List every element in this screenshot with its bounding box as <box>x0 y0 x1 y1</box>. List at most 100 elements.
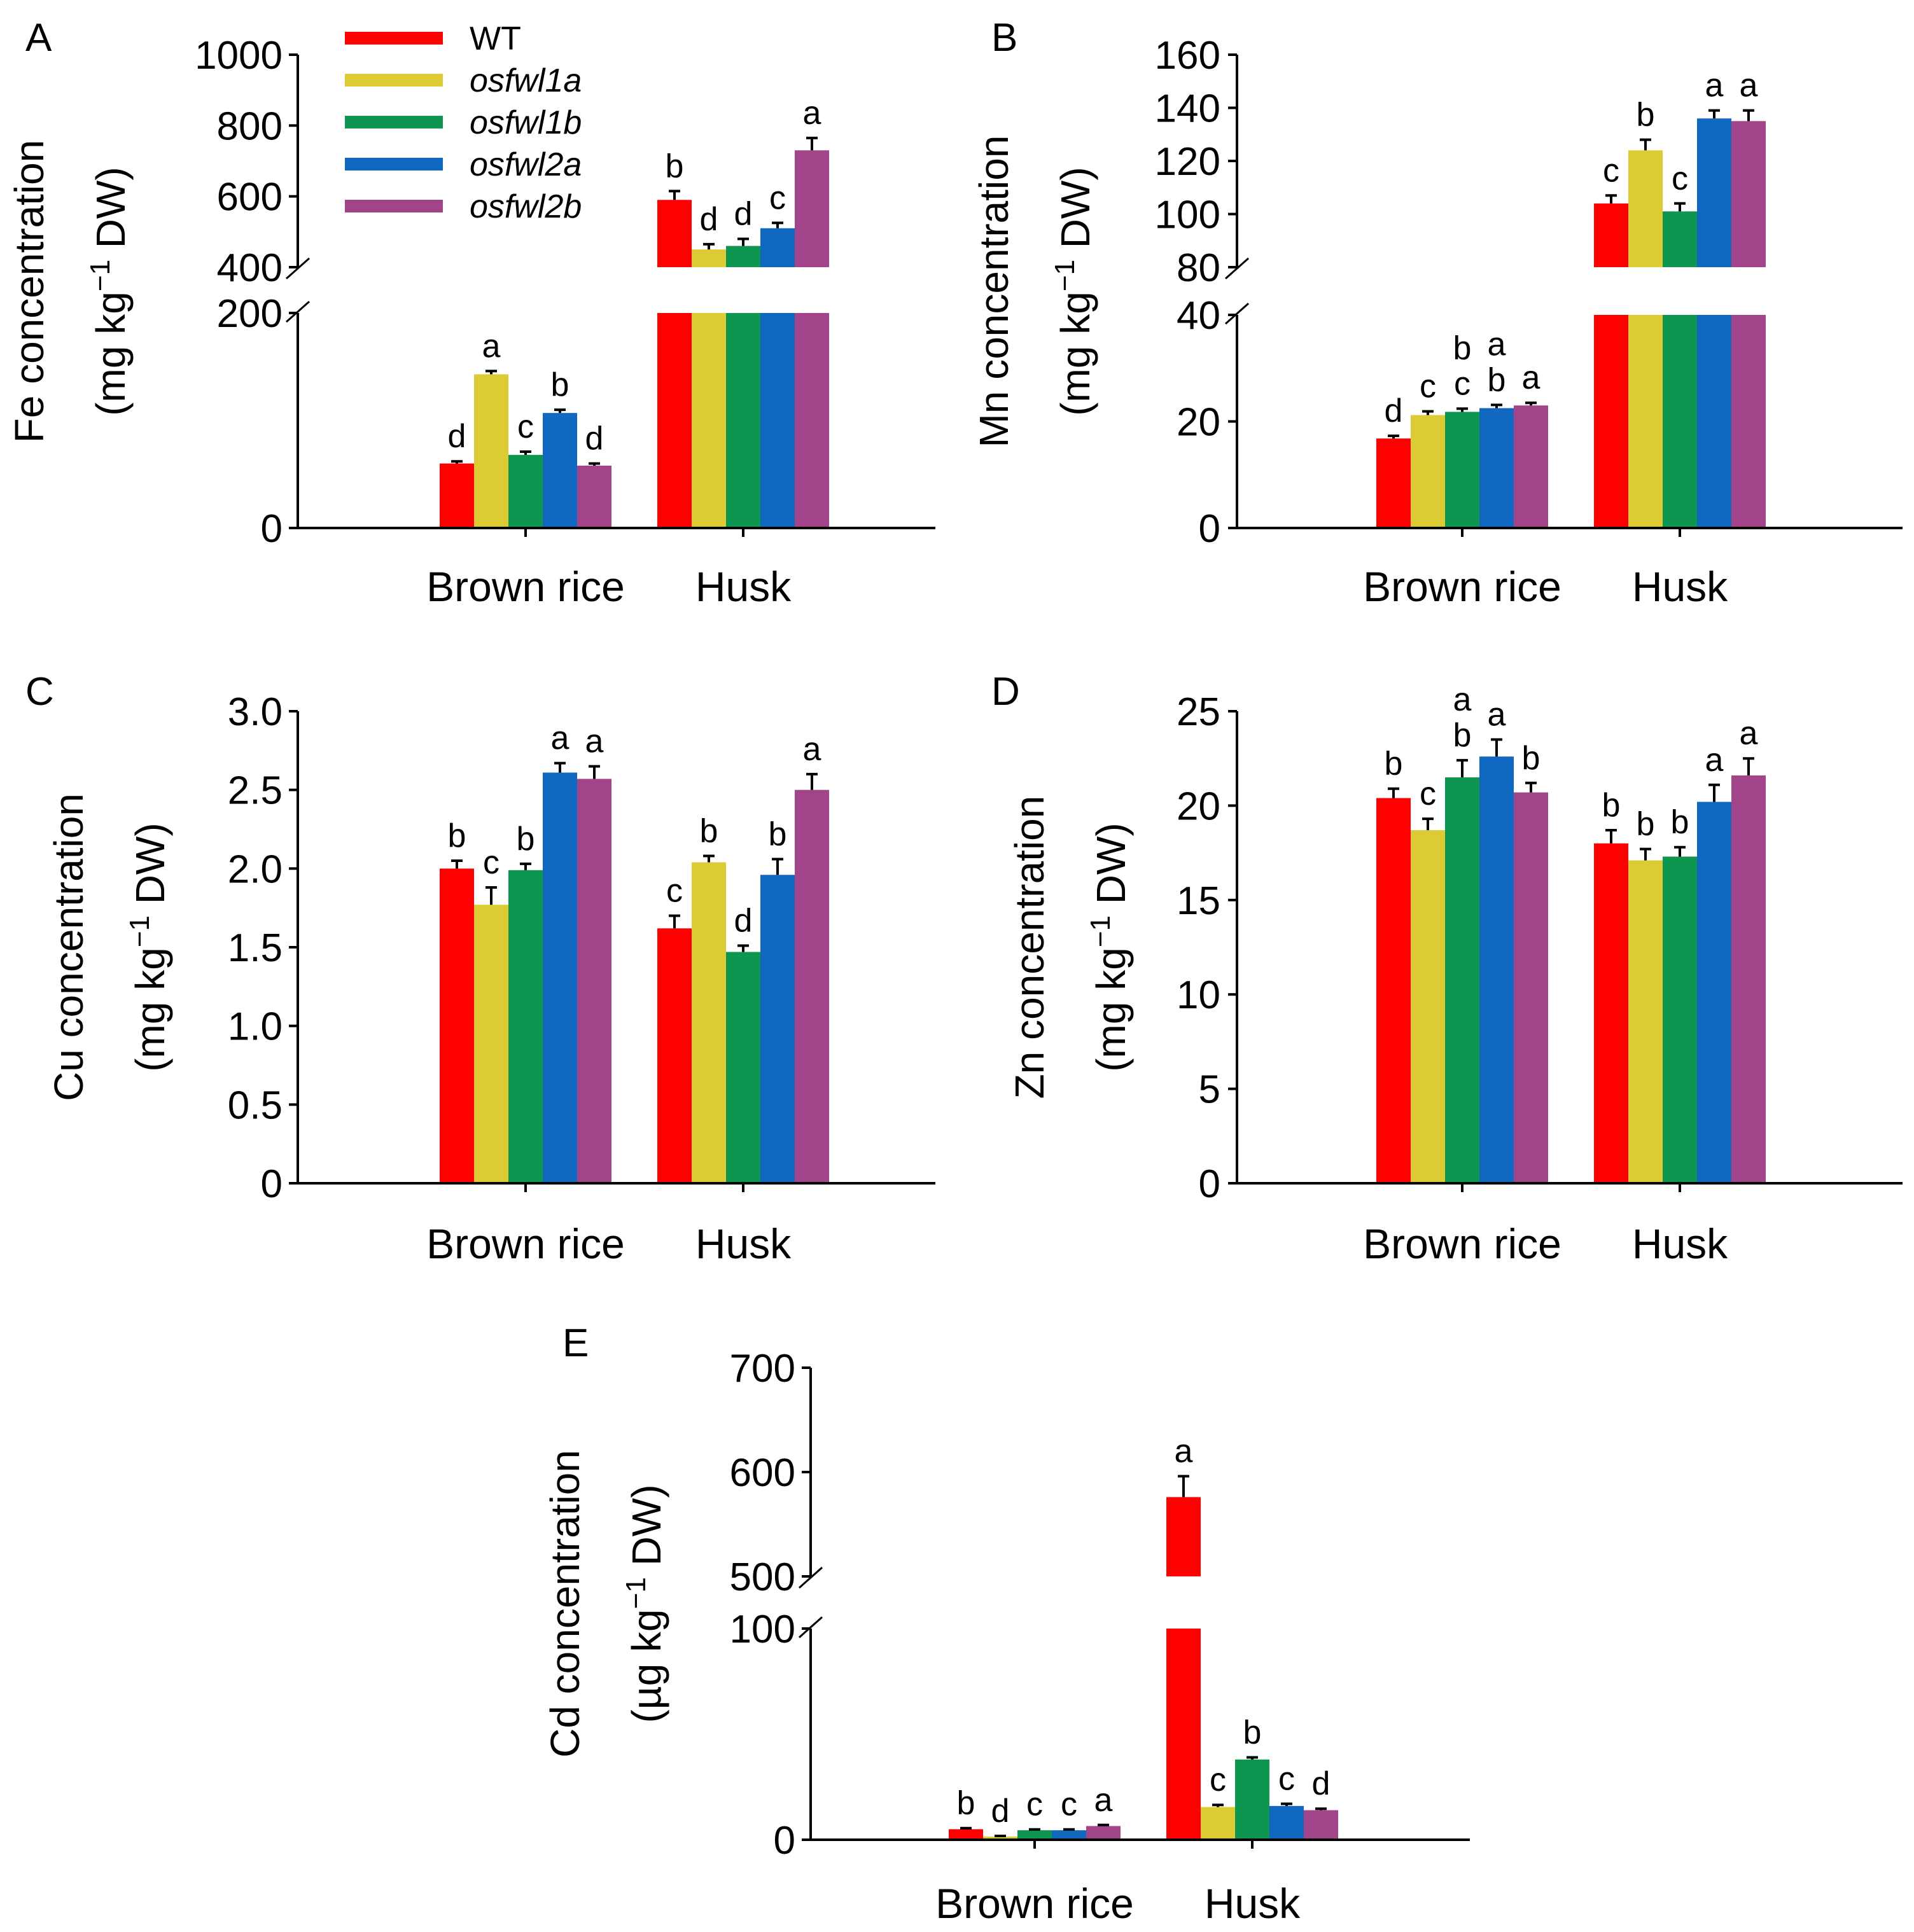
significance-letter: a <box>482 328 501 365</box>
significance-letter: c <box>666 873 683 910</box>
significance-letter: b <box>769 816 787 852</box>
bar <box>1663 315 1697 528</box>
significance-letter: b <box>957 1785 975 1822</box>
bar <box>1697 315 1731 528</box>
y-axis-label: Fe concentration <box>6 140 52 443</box>
bar <box>657 200 692 267</box>
y-axis-label: Mn concentration <box>971 136 1017 448</box>
bar <box>1376 438 1411 528</box>
y-tick-label: 800 <box>217 104 283 148</box>
y-tick-label: 1.5 <box>228 926 283 970</box>
bar <box>1166 1497 1201 1576</box>
significance-letter: b <box>700 813 718 850</box>
bar <box>692 249 726 267</box>
panel-letter: A <box>25 16 52 60</box>
y-axis-label-units-part: DW) <box>1088 823 1134 915</box>
bar <box>795 313 829 528</box>
significance-letter: b <box>448 817 466 854</box>
bar <box>1628 315 1663 528</box>
significance-letter: c <box>517 408 534 445</box>
bar <box>1269 1805 1304 1840</box>
bar <box>1697 802 1731 1183</box>
y-axis-label-units-part: (mg kg <box>1088 947 1134 1072</box>
bar <box>795 150 829 267</box>
significance-letter: d <box>448 418 466 455</box>
bar <box>760 228 795 267</box>
bar <box>1697 118 1731 267</box>
significance-letter: b <box>1637 97 1655 134</box>
significance-letter: d <box>991 1793 1010 1830</box>
bar <box>1731 121 1766 267</box>
y-axis-label: Cd concentration <box>542 1450 588 1758</box>
significance-letter: a <box>803 731 821 768</box>
bar <box>726 313 760 528</box>
significance-letter: b <box>1671 804 1689 841</box>
y-tick-label: 5 <box>1199 1068 1220 1112</box>
y-axis-label-units: (mg kg−1 DW) <box>124 823 173 1071</box>
bar <box>1445 412 1479 528</box>
bar <box>474 374 508 528</box>
y-axis-label-superscript: −1 <box>124 915 155 947</box>
y-axis-label-units-part: DW) <box>88 167 134 260</box>
significance-letter: b <box>1522 740 1540 777</box>
y-axis-label-units: (mg kg−1 DW) <box>1049 167 1098 415</box>
significance-letter-part: a <box>1488 326 1506 363</box>
significance-letter: d <box>1312 1765 1331 1802</box>
bar <box>1376 798 1411 1183</box>
category-label: Brown rice <box>426 1220 625 1267</box>
y-axis-label: Zn concentration <box>1007 796 1052 1099</box>
bar <box>760 313 795 528</box>
bar <box>760 875 795 1183</box>
significance-letter: d <box>1385 393 1403 429</box>
bar <box>1479 408 1514 528</box>
significance-letter: c <box>1278 1761 1295 1798</box>
bar <box>508 870 543 1183</box>
y-axis-label-units: (mg kg−1 DW) <box>1085 823 1134 1071</box>
panel-letter: C <box>25 670 54 714</box>
category-label: Husk <box>1632 563 1728 610</box>
significance-letter: c <box>1061 1786 1077 1823</box>
bar <box>1411 830 1445 1183</box>
significance-letter: a <box>1705 742 1724 779</box>
y-axis-label-units: (µg kg−1 DW) <box>620 1484 669 1723</box>
significance-letter: a <box>803 95 821 132</box>
bar <box>1594 315 1628 528</box>
y-tick-label: 0 <box>261 507 283 551</box>
significance-letter: c <box>1672 160 1688 197</box>
significance-letter: c <box>1210 1762 1226 1798</box>
bar <box>577 779 611 1183</box>
category-label: Brown rice <box>935 1880 1134 1927</box>
significance-letter: d <box>734 195 753 232</box>
legend-swatch <box>345 116 443 129</box>
significance-letter: b <box>1602 787 1621 824</box>
bar <box>1514 792 1548 1183</box>
bar <box>1201 1807 1235 1840</box>
bar <box>1594 843 1628 1183</box>
y-tick-label: 120 <box>1155 140 1220 184</box>
legend-label: osfwl2a <box>470 146 582 183</box>
category-label: Husk <box>1205 1880 1301 1927</box>
y-tick-label: 2.0 <box>228 847 283 891</box>
significance-letter: a <box>1522 359 1540 396</box>
significance-letter: c <box>1420 775 1436 812</box>
y-axis-label-units-part: (mg kg <box>127 947 173 1072</box>
significance-letter: d <box>700 201 718 238</box>
bar <box>692 313 726 528</box>
panel-letter: D <box>991 670 1020 714</box>
y-tick-label: 600 <box>730 1451 795 1495</box>
y-tick-label: 200 <box>217 292 283 336</box>
panel-letter: B <box>991 16 1017 60</box>
y-tick-label: 100 <box>730 1608 795 1651</box>
bar <box>726 246 760 267</box>
bar <box>1731 315 1766 528</box>
bar <box>508 455 543 528</box>
y-tick-label: 15 <box>1177 879 1220 923</box>
category-label: Brown rice <box>1363 1220 1561 1267</box>
y-tick-label: 20 <box>1177 784 1220 828</box>
significance-letter: a <box>1488 697 1506 733</box>
